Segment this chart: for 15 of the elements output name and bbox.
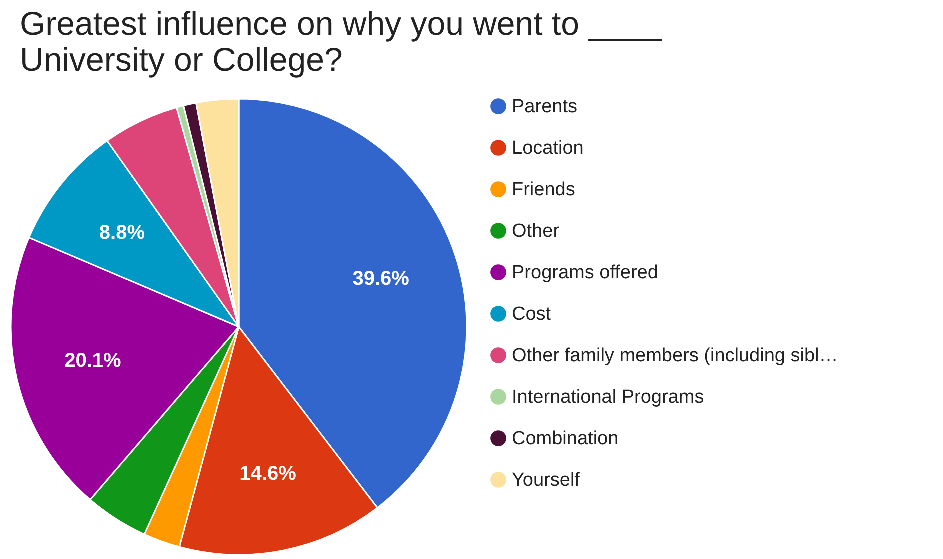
legend-label: Yourself [512,470,581,491]
data-label: 20.1% [64,350,122,372]
legend-label: Cost [512,304,552,325]
data-label: 39.6% [352,268,410,290]
legend-label: Programs offered [512,262,658,284]
data-label: 14.6% [240,463,297,486]
legend-label: International Programs [512,387,704,408]
chart-title: Greatest influence on why you went to ____ University or College? [20,5,664,78]
legend-label: Other [512,221,560,242]
legend-label: Other family members (including sibl… [512,346,838,366]
legend-label: Friends [512,180,576,200]
legend-label: Combination [512,428,619,450]
legend-label: Parents [512,96,578,118]
legend-label: Location [512,138,584,159]
data-label: 8.8% [99,222,146,244]
